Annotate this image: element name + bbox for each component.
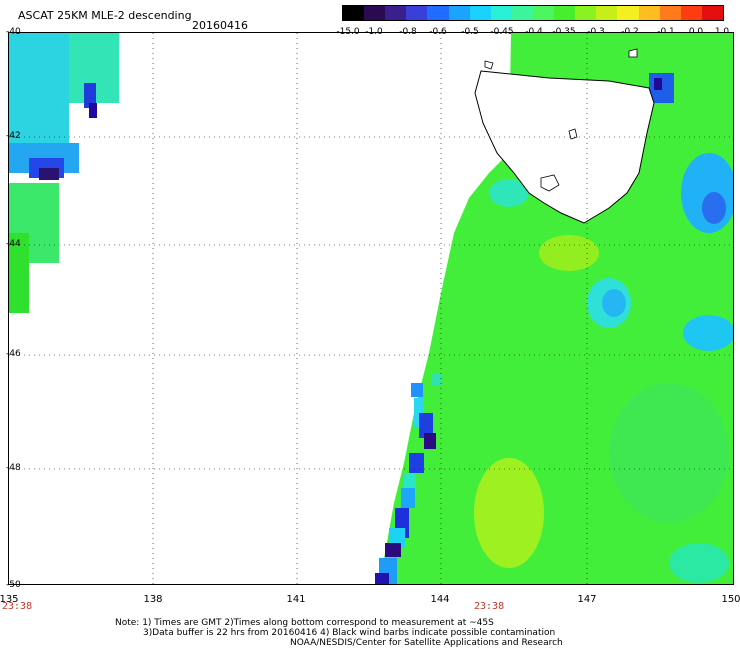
swath-cell (89, 103, 97, 118)
swath-cell (9, 233, 29, 313)
lon-label-150: 150 (721, 594, 740, 605)
lat-label-40: -40 (6, 27, 21, 37)
swath-cell (9, 33, 69, 143)
color-scale-segment (532, 6, 555, 20)
map-canvas (9, 33, 733, 584)
swath-patch (609, 383, 729, 523)
swath-patch (669, 543, 729, 583)
color-scale-segment (343, 6, 365, 20)
notes: Note: 1) Times are GMT 2)Times along bot… (115, 618, 563, 648)
color-scale-segment (596, 6, 618, 20)
note-line-2: 3)Data buffer is 22 hrs from 20160416 4)… (143, 628, 556, 638)
color-scale-segment (490, 6, 512, 20)
tasmania-landmass (474, 70, 655, 224)
lon-label-135: 135 (0, 594, 19, 605)
swath-cell (431, 373, 441, 385)
swath-map (8, 32, 734, 585)
time-label-right: 23:38 (474, 601, 505, 612)
color-scale-segment (638, 6, 660, 20)
island-outline (568, 128, 578, 140)
swath-patch (602, 289, 626, 317)
island-outline (540, 174, 560, 192)
swath-cell (84, 83, 96, 108)
lat-label-44: -44 (6, 239, 21, 249)
island-outline (484, 60, 494, 70)
island-outline (628, 48, 638, 58)
time-label-left: 23:38 (2, 601, 33, 612)
lon-label-144: 144 (430, 594, 450, 605)
swath-patch (683, 315, 733, 351)
lat-label-50: -50 (6, 580, 21, 590)
lat-label-46: -46 (6, 349, 21, 359)
swath-patch (489, 179, 529, 207)
swath-cell (409, 453, 424, 473)
swath-patch (539, 235, 599, 271)
color-scale-bar (342, 5, 724, 21)
swath-cell (385, 543, 401, 557)
swath-patch (474, 458, 544, 568)
map-date: 20160416 (192, 19, 248, 32)
color-scale-segment (617, 6, 639, 20)
color-scale-segment (385, 6, 407, 20)
swath-cell (401, 488, 415, 508)
color-scale-segment (680, 6, 702, 20)
color-scale-segment (364, 6, 386, 20)
color-scale-segment (554, 6, 576, 20)
color-scale-segment (659, 6, 681, 20)
map-title: ASCAT 25KM MLE-2 descending (18, 9, 192, 22)
swath-cell (654, 78, 662, 90)
lon-label-147: 147 (577, 594, 597, 605)
swath-cell (404, 473, 416, 491)
note-line-3: NOAA/NESDIS/Center for Satellite Applica… (290, 638, 563, 648)
swath-patch (702, 192, 726, 224)
lat-label-42: -42 (6, 131, 21, 141)
color-scale-segment (469, 6, 491, 20)
note-line-1: Note: 1) Times are GMT 2)Times along bot… (115, 618, 494, 628)
swath-cell (411, 383, 423, 397)
lon-label-141: 141 (286, 594, 306, 605)
lat-label-48: -48 (6, 463, 21, 473)
color-scale-segment (511, 6, 533, 20)
color-scale-segment (448, 6, 470, 20)
lon-label-138: 138 (143, 594, 163, 605)
swath-cell (375, 573, 389, 584)
color-scale-segment (406, 6, 428, 20)
swath-cell (424, 433, 436, 449)
color-scale-segment (427, 6, 449, 20)
color-scale-segment (575, 6, 597, 20)
color-scale-segment (701, 6, 723, 20)
swath-cell (39, 168, 59, 180)
swath-cell (419, 413, 433, 438)
